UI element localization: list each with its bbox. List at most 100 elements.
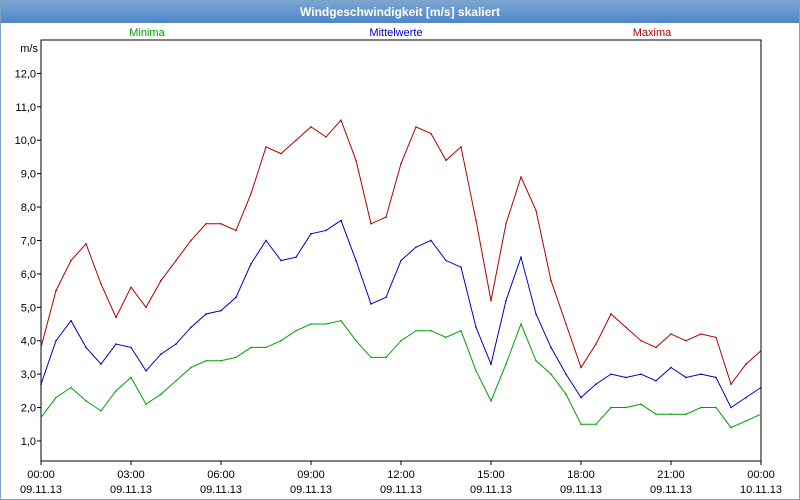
- data-point-minima: [415, 329, 417, 332]
- data-point-maxima: [715, 336, 717, 339]
- data-point-minima: [100, 410, 102, 412]
- data-point-minima: [40, 416, 42, 419]
- data-point-minima: [550, 373, 552, 375]
- x-tick-date: 09.11.13: [470, 484, 512, 496]
- data-point-minima: [685, 413, 687, 416]
- data-point-maxima: [400, 162, 402, 165]
- data-point-mittelwerte: [415, 246, 417, 248]
- data-point-minima: [310, 323, 312, 325]
- data-point-maxima: [430, 132, 432, 135]
- data-point-mittelwerte: [565, 373, 567, 375]
- data-point-minima: [640, 403, 642, 405]
- data-point-mittelwerte: [85, 346, 87, 349]
- data-point-mittelwerte: [760, 386, 762, 389]
- plot-frame: [40, 39, 762, 462]
- data-point-minima: [250, 346, 252, 349]
- legend: Minima Mittelwerte Maxima: [129, 27, 672, 39]
- data-point-mittelwerte: [385, 296, 387, 299]
- x-tick-time: 09:00: [297, 469, 325, 481]
- tick-labels: 1,0 2,0 3,0 4,0 5,0 6,0 7,0 8,0 9,0 10,0 11,0 12,0 m…: [15, 43, 782, 496]
- y-tick-label: 3,0: [21, 369, 36, 381]
- data-point-mittelwerte: [700, 373, 702, 375]
- data-point-maxima: [760, 349, 762, 352]
- data-point-maxima: [355, 159, 357, 162]
- data-point-maxima: [280, 152, 282, 155]
- data-point-maxima: [475, 219, 477, 222]
- y-tick-label: 6,0: [21, 269, 36, 281]
- data-point-maxima: [205, 222, 207, 225]
- axes: [37, 39, 762, 465]
- data-point-mittelwerte: [550, 346, 552, 349]
- legend-minima: Minima: [129, 27, 165, 39]
- data-point-mittelwerte: [490, 363, 492, 365]
- data-point-minima: [670, 413, 672, 416]
- data-point-mittelwerte: [655, 380, 657, 382]
- data-point-minima: [595, 423, 597, 426]
- data-point-minima: [370, 356, 372, 359]
- data-point-mittelwerte: [685, 376, 687, 379]
- data-point-maxima: [220, 222, 222, 225]
- data-point-mittelwerte: [430, 239, 432, 242]
- data-point-maxima: [130, 286, 132, 289]
- data-point-minima: [325, 323, 327, 325]
- data-point-minima: [505, 363, 507, 365]
- y-tick-label: 2,0: [21, 403, 36, 415]
- y-tick-label: 7,0: [21, 235, 36, 247]
- data-point-mittelwerte: [625, 376, 627, 379]
- data-point-maxima: [235, 229, 237, 232]
- legend-maxima: Maxima: [633, 27, 672, 39]
- x-tick-date: 09.11.13: [110, 484, 152, 496]
- data-point-maxima: [265, 146, 267, 148]
- data-point-minima: [745, 420, 747, 422]
- data-point-maxima: [340, 119, 342, 121]
- data-point-minima: [265, 346, 267, 349]
- data-point-maxima: [610, 313, 612, 315]
- x-tick-date: 10.11.13: [740, 484, 782, 496]
- y-tick-label: 8,0: [21, 202, 36, 214]
- data-point-mittelwerte: [505, 299, 507, 302]
- data-point-mittelwerte: [220, 309, 222, 312]
- data-point-mittelwerte: [445, 259, 447, 262]
- data-point-maxima: [250, 192, 252, 195]
- data-point-minima: [655, 413, 657, 416]
- data-point-mittelwerte: [295, 256, 297, 258]
- data-point-minima: [610, 406, 612, 409]
- data-point-maxima: [310, 126, 312, 128]
- data-point-minima: [400, 339, 402, 342]
- data-point-maxima: [445, 159, 447, 162]
- data-point-mittelwerte: [610, 373, 612, 375]
- data-point-maxima: [175, 259, 177, 262]
- data-point-minima: [445, 336, 447, 339]
- data-point-mittelwerte: [145, 369, 147, 372]
- data-point-maxima: [70, 259, 72, 262]
- data-point-minima: [220, 359, 222, 362]
- data-point-maxima: [100, 283, 102, 285]
- data-point-mittelwerte: [100, 363, 102, 365]
- x-tick-date: 09.11.13: [200, 484, 242, 496]
- data-point-mittelwerte: [55, 339, 57, 342]
- data-point-minima: [355, 339, 357, 342]
- data-point-mittelwerte: [310, 232, 312, 235]
- data-point-mittelwerte: [640, 373, 642, 375]
- data-point-minima: [430, 329, 432, 332]
- data-point-minima: [115, 390, 117, 392]
- data-point-mittelwerte: [340, 219, 342, 222]
- data-point-mittelwerte: [595, 383, 597, 385]
- data-point-minima: [385, 356, 387, 359]
- data-point-maxima: [460, 146, 462, 148]
- data-point-mittelwerte: [130, 346, 132, 349]
- data-point-maxima: [535, 209, 537, 212]
- window-title: Windgeschwindigkeit [m/s] skaliert: [1, 1, 799, 23]
- data-point-minima: [730, 426, 732, 429]
- data-point-minima: [700, 406, 702, 409]
- data-point-minima: [190, 366, 192, 369]
- data-point-minima: [235, 356, 237, 359]
- x-tick-date: 09.11.13: [20, 484, 62, 496]
- data-point-mittelwerte: [265, 239, 267, 242]
- data-point-maxima: [40, 346, 42, 349]
- data-point-minima: [175, 380, 177, 382]
- y-tick-label: 10,0: [15, 135, 36, 147]
- data-point-maxima: [745, 363, 747, 365]
- data-point-mittelwerte: [190, 326, 192, 329]
- data-point-minima: [280, 339, 282, 342]
